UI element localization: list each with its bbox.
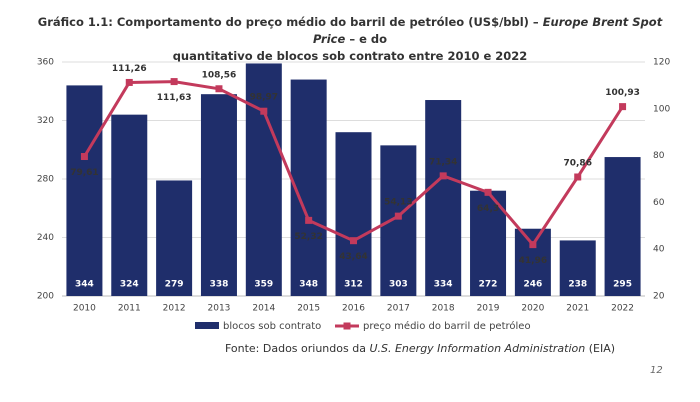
x-tick-label: 2016 <box>342 304 365 314</box>
line-marker <box>305 216 313 224</box>
chart: 200 240 280 320 360 20 40 60 80 100 120 2010 2011 201… <box>37 58 671 333</box>
source: Fonte: Dados oriundos da U.S. Energy Inf… <box>200 342 640 355</box>
line-marker <box>529 241 537 249</box>
bar <box>425 100 462 297</box>
y2-tick-label: 80 <box>653 151 665 161</box>
bar-value-label: 348 <box>299 280 318 290</box>
line-marker <box>125 78 133 86</box>
title-part: Europe Brent Spot Price <box>312 15 663 46</box>
x-tick-label: 2019 <box>477 304 500 314</box>
legend-label: blocos sob contrato <box>223 321 321 332</box>
line-marker <box>619 103 627 111</box>
bar-value-label: 334 <box>434 280 453 290</box>
bar-value-label: 238 <box>568 280 587 290</box>
x-tick-label: 2011 <box>118 304 141 314</box>
bar-value-label: 344 <box>75 280 94 290</box>
x-tick-label: 2021 <box>566 304 589 314</box>
line-value-label: 98,97 <box>250 93 278 103</box>
bar <box>514 228 551 296</box>
bar-value-label: 359 <box>254 280 273 290</box>
bar-value-label: 295 <box>613 280 632 290</box>
x-tick-label: 2020 <box>521 304 544 314</box>
y2-tick-label: 40 <box>653 245 665 255</box>
bar-value-label: 279 <box>165 280 184 290</box>
y2-tick-label: 20 <box>653 292 665 302</box>
source-part: Fonte: Dados oriundos da <box>224 342 366 355</box>
y-tick-label: 320 <box>37 116 54 126</box>
x-tick-label: 2022 <box>611 304 634 314</box>
title-part: quantitativo de blocos sob contrato entr… <box>172 49 528 63</box>
source-part: (EIA) <box>588 342 616 355</box>
source-part: U.S. Energy Information Administration <box>369 342 586 355</box>
bar-value-label: 272 <box>479 280 498 290</box>
bar-value-label: 303 <box>389 280 408 290</box>
y-tick-label: 360 <box>37 58 54 68</box>
y-tick-label: 240 <box>37 233 54 243</box>
line-value-label: 70,86 <box>563 158 591 168</box>
line-marker <box>215 85 223 93</box>
title-part: – e do <box>349 32 388 46</box>
line-value-label: 54,13 <box>384 198 412 208</box>
line-marker <box>484 188 492 196</box>
bar <box>380 145 417 296</box>
line-marker <box>80 153 88 161</box>
page-number: 12 <box>650 365 663 376</box>
title-part: Gráfico 1.1: Comportamento do preço médi… <box>37 15 539 29</box>
line-marker <box>170 78 178 86</box>
line-value-label: 43,64 <box>339 252 367 262</box>
x-tick-label: 2012 <box>163 304 186 314</box>
line-value-label: 79,61 <box>70 168 98 178</box>
bar-value-label: 312 <box>344 280 363 290</box>
x-tick-label: 2014 <box>252 304 275 314</box>
bar <box>335 132 372 296</box>
x-tick-label: 2013 <box>208 304 231 314</box>
bar-value-label: 246 <box>523 280 542 290</box>
y2-tick-label: 120 <box>653 58 670 68</box>
bar <box>66 85 103 297</box>
line-value-label: 41,96 <box>519 256 547 266</box>
y2-tick-label: 100 <box>653 104 670 114</box>
line-value-label: 111,63 <box>157 93 192 103</box>
line-value-label: 71,34 <box>429 157 457 167</box>
line-value-label: 108,56 <box>202 70 237 80</box>
legend-swatch <box>195 322 219 329</box>
line-marker <box>260 107 268 115</box>
bar-value-label: 338 <box>210 280 229 290</box>
line-marker <box>394 212 402 220</box>
line-marker <box>574 173 582 181</box>
x-tick-label: 2018 <box>432 304 455 314</box>
bar-value-label: 324 <box>120 280 139 290</box>
legend-label: preço médio do barril de petróleo <box>363 320 531 332</box>
x-tick-label: 2010 <box>73 304 96 314</box>
bar <box>245 63 282 297</box>
bar <box>559 240 596 296</box>
y-tick-label: 200 <box>37 292 54 302</box>
legend-swatch <box>343 322 351 330</box>
line-marker <box>439 172 447 180</box>
y2-tick-label: 60 <box>653 198 665 208</box>
bar <box>604 157 641 296</box>
line-value-label: 64,3 <box>477 204 499 214</box>
line-value-label: 111,26 <box>112 64 147 74</box>
x-tick-label: 2017 <box>387 304 410 314</box>
chart-title: Gráfico 1.1: Comportamento do preço médi… <box>20 14 680 65</box>
bar <box>156 180 193 296</box>
bar <box>200 94 237 296</box>
line-marker <box>350 237 357 245</box>
line-value-label: 100,93 <box>605 88 640 98</box>
line-value-label: 52,32 <box>294 232 322 242</box>
y-tick-label: 280 <box>37 175 54 185</box>
x-tick-label: 2015 <box>297 304 320 314</box>
bar <box>111 114 148 297</box>
